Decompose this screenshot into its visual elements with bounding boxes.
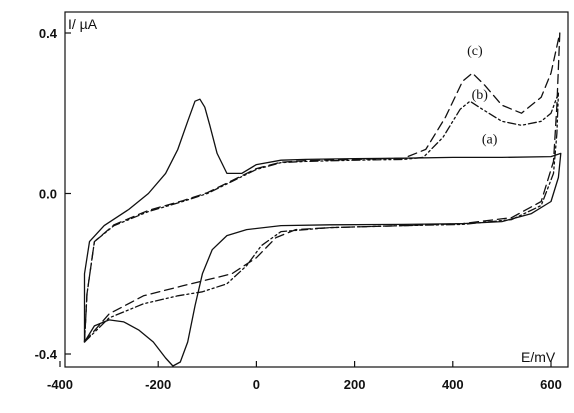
series-label-0: (a) <box>482 132 498 147</box>
y-tick-label-2: -0.4 <box>35 347 58 362</box>
x-tick-label-3: 200 <box>344 377 366 392</box>
y-axis-title: I/ µA <box>68 16 98 32</box>
y-tick-label-1: 0.0 <box>39 187 57 202</box>
x-tick-label-2: 0 <box>253 377 260 392</box>
series-curves <box>83 32 562 367</box>
series-curve-0 <box>83 98 562 367</box>
x-tick-label-5: 600 <box>540 377 562 392</box>
x-tick-label-1: -200 <box>145 377 171 392</box>
series-label-1: (b) <box>472 88 489 103</box>
axis-ticks: -400 -200 0 200 400 600 0.4 0.0 -0.4 <box>35 26 562 392</box>
y-tick-label-0: 0.4 <box>39 26 58 41</box>
x-tick-label-4: 400 <box>442 377 464 392</box>
series-label-2: (c) <box>467 44 483 59</box>
plot-frame <box>64 11 569 368</box>
series-curve-2 <box>83 32 561 343</box>
series-curve-1 <box>83 92 560 343</box>
series-labels: (a) (b) (c) <box>467 44 498 147</box>
x-tick-label-0: -400 <box>47 377 73 392</box>
x-axis-title: E/mV <box>521 349 556 365</box>
